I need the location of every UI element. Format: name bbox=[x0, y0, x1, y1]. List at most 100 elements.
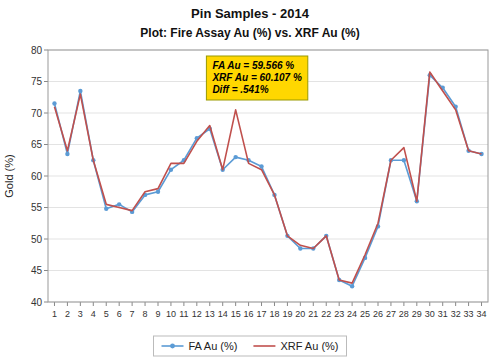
series-marker bbox=[350, 284, 354, 288]
x-tick bbox=[300, 302, 301, 306]
x-tick-label: 31 bbox=[438, 309, 448, 319]
x-tick bbox=[170, 302, 171, 306]
x-tick-label: 24 bbox=[347, 309, 357, 319]
series-marker bbox=[52, 101, 56, 105]
x-tick-label: 29 bbox=[412, 309, 422, 319]
series-marker bbox=[156, 190, 160, 194]
x-tick-label: 8 bbox=[143, 309, 148, 319]
x-tick bbox=[339, 302, 340, 306]
y-tick bbox=[44, 270, 48, 271]
y-tick bbox=[44, 302, 48, 303]
x-tick bbox=[429, 302, 430, 306]
legend-marker bbox=[170, 344, 175, 349]
series-marker bbox=[169, 168, 173, 172]
x-tick bbox=[274, 302, 275, 306]
x-tick-label: 3 bbox=[78, 309, 83, 319]
x-tick bbox=[209, 302, 210, 306]
legend-label: XRF Au (%) bbox=[280, 340, 338, 352]
y-tick-label: 55 bbox=[31, 202, 43, 213]
legend-swatch bbox=[253, 345, 275, 347]
legend-label: FA Au (%) bbox=[189, 340, 238, 352]
y-axis-label: Gold (%) bbox=[3, 154, 15, 197]
y-tick-label: 40 bbox=[31, 297, 43, 308]
x-tick bbox=[313, 302, 314, 306]
grid-line bbox=[48, 113, 488, 114]
data bbox=[52, 72, 483, 288]
x-tick bbox=[106, 302, 107, 306]
x-tick bbox=[326, 302, 327, 306]
series-marker bbox=[402, 158, 406, 162]
x-tick-label: 5 bbox=[104, 309, 109, 319]
annotation-box bbox=[206, 56, 307, 100]
x-tick bbox=[248, 302, 249, 306]
title: Pin Samples - 2014 bbox=[191, 6, 310, 21]
subtitle: Plot: Fire Assay Au (%) vs. XRF Au (%) bbox=[140, 26, 359, 40]
grid-line bbox=[48, 207, 488, 208]
x-tick-label: 9 bbox=[155, 309, 160, 319]
x-tick-label: 19 bbox=[282, 309, 292, 319]
grid bbox=[48, 50, 488, 302]
x-tick-label: 14 bbox=[218, 309, 228, 319]
x-tick-label: 6 bbox=[117, 309, 122, 319]
axes: 4045505560657075801234567891011121314151… bbox=[31, 45, 488, 320]
x-tick-label: 22 bbox=[321, 309, 331, 319]
chart: 4045505560657075801234567891011121314151… bbox=[0, 0, 500, 364]
grid-line bbox=[48, 176, 488, 177]
series-marker bbox=[104, 207, 108, 211]
x-tick bbox=[145, 302, 146, 306]
legend-box bbox=[154, 336, 347, 356]
y-tick bbox=[44, 50, 48, 51]
x-tick-label: 10 bbox=[166, 309, 176, 319]
y-tick bbox=[44, 144, 48, 145]
x-tick-label: 17 bbox=[257, 309, 267, 319]
x-tick bbox=[183, 302, 184, 306]
x-tick-label: 11 bbox=[179, 309, 188, 319]
x-tick-label: 32 bbox=[451, 309, 461, 319]
x-tick bbox=[119, 302, 120, 306]
annotation: FA Au = 59.566 %XRF Au = 60.107 %Diff = … bbox=[206, 56, 307, 100]
x-tick-label: 15 bbox=[231, 309, 241, 319]
y-tick-label: 50 bbox=[31, 234, 43, 245]
legend-item: XRF Au (%) bbox=[253, 340, 338, 352]
y-tick bbox=[44, 239, 48, 240]
x-tick bbox=[80, 302, 81, 306]
y-tick-label: 45 bbox=[31, 265, 43, 276]
x-tick-label: 25 bbox=[360, 309, 370, 319]
legend: FA Au (%) XRF Au (%) bbox=[154, 336, 347, 356]
series-marker bbox=[65, 152, 69, 156]
annotation-text: XRF Au = 60.107 % bbox=[211, 72, 301, 83]
x-tick bbox=[54, 302, 55, 306]
y-tick bbox=[44, 81, 48, 82]
x-tick-label: 12 bbox=[192, 309, 202, 319]
series-marker bbox=[298, 246, 302, 250]
plot-area bbox=[48, 50, 488, 302]
series-line bbox=[54, 72, 481, 283]
y-tick-label: 60 bbox=[31, 171, 43, 182]
x-tick-label: 13 bbox=[205, 309, 215, 319]
y-tick-label: 70 bbox=[31, 108, 43, 119]
x-tick-label: 34 bbox=[477, 309, 487, 319]
series-marker bbox=[78, 89, 82, 93]
x-tick bbox=[93, 302, 94, 306]
x-tick-label: 33 bbox=[464, 309, 474, 319]
x-tick bbox=[378, 302, 379, 306]
x-tick bbox=[365, 302, 366, 306]
x-tick bbox=[468, 302, 469, 306]
x-tick-label: 28 bbox=[399, 309, 409, 319]
plot-frame bbox=[48, 50, 488, 302]
x-tick bbox=[442, 302, 443, 306]
x-tick-label: 27 bbox=[386, 309, 396, 319]
grid-line bbox=[48, 270, 488, 271]
x-tick bbox=[403, 302, 404, 306]
x-tick-label: 4 bbox=[91, 309, 96, 319]
legend-item: FA Au (%) bbox=[162, 340, 238, 352]
x-tick bbox=[235, 302, 236, 306]
x-tick bbox=[132, 302, 133, 306]
x-tick-label: 23 bbox=[334, 309, 344, 319]
series-marker bbox=[117, 202, 121, 206]
y-tick-label: 65 bbox=[31, 139, 43, 150]
x-tick-label: 16 bbox=[244, 309, 254, 319]
x-tick bbox=[158, 302, 159, 306]
x-tick-label: 21 bbox=[308, 309, 318, 319]
y-tick bbox=[44, 176, 48, 177]
